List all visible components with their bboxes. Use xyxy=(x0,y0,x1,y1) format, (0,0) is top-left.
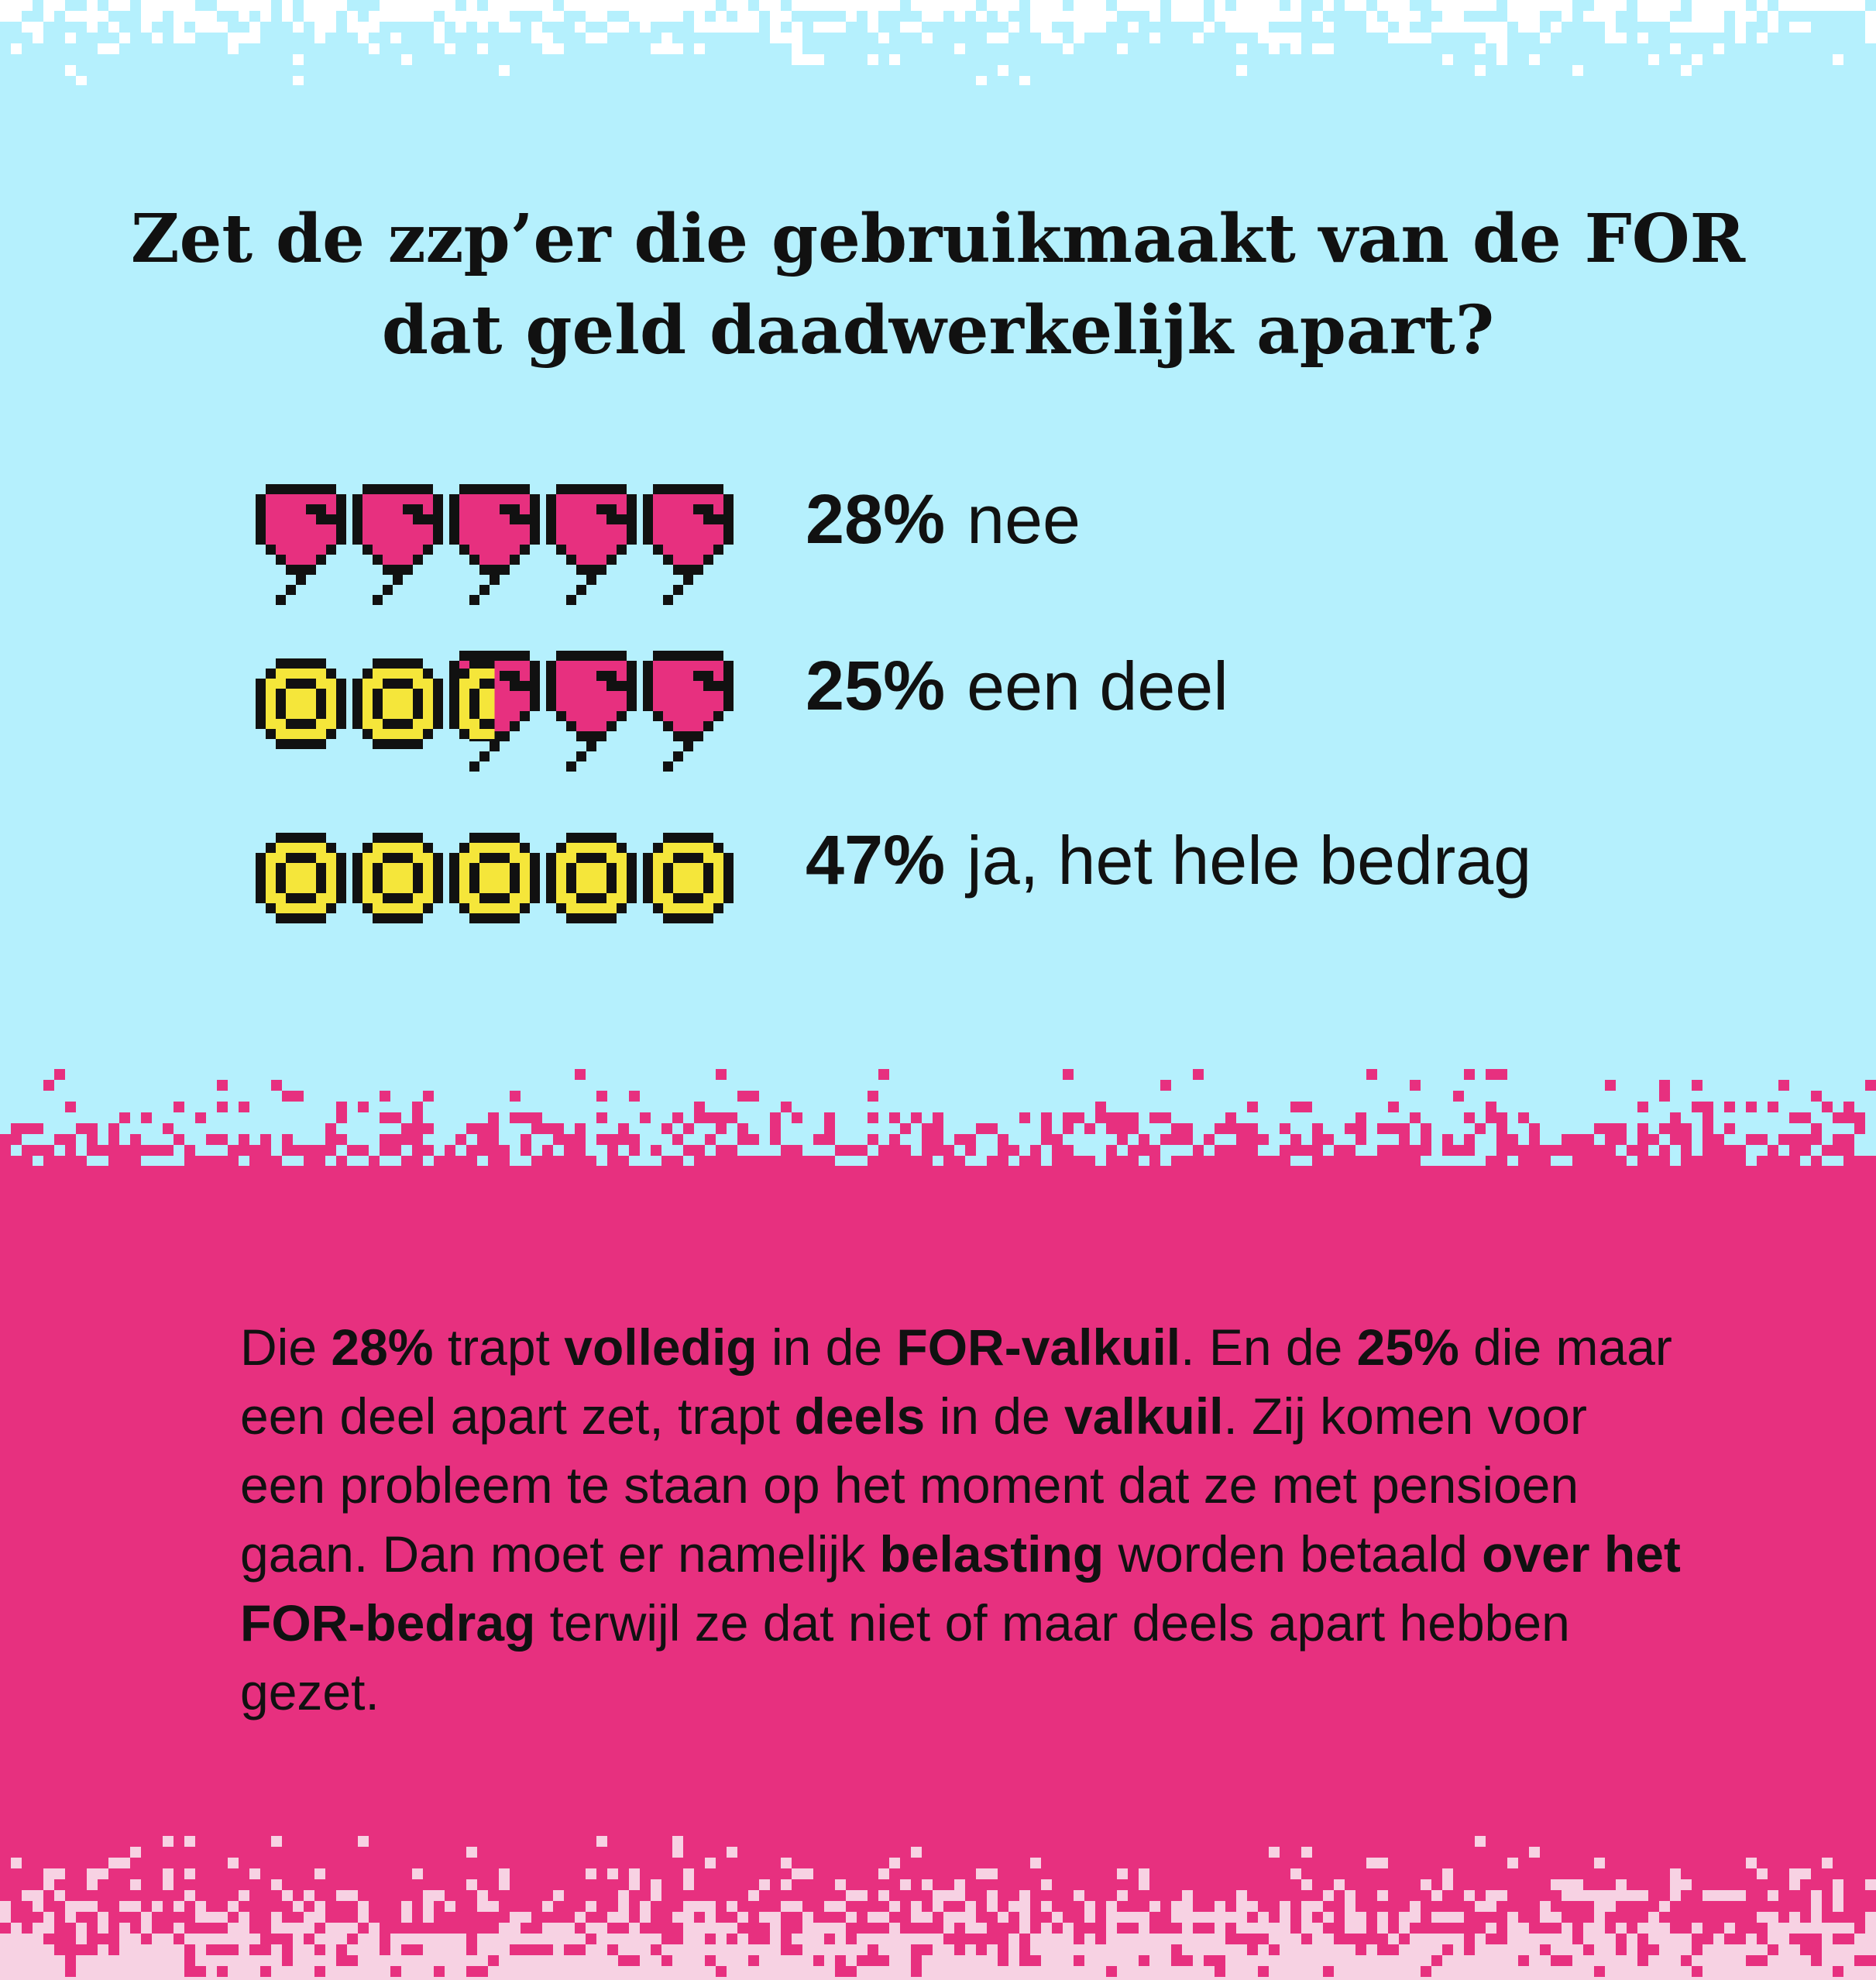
body-text-segment: . En de xyxy=(1180,1318,1357,1376)
title-line-1: Zet de zzp’er die gebruikmaakt van de FO… xyxy=(130,200,1746,278)
yellow-coin-icon xyxy=(352,833,443,923)
pink-balloon-icon xyxy=(546,651,637,772)
emphasis-text: 28% xyxy=(331,1318,434,1376)
pictogram-row-1 xyxy=(256,484,734,605)
pixel-noise-divider xyxy=(0,1069,1876,1170)
body-text-segment: die maar een deel apart zet, trapt xyxy=(240,1318,1672,1445)
body-text-segment: in de xyxy=(925,1387,1065,1445)
category-label: nee xyxy=(967,481,1081,558)
percentage-label: 28% xyxy=(806,481,946,559)
pink-balloon-icon xyxy=(449,484,540,605)
emphasis-text: volledig xyxy=(564,1318,758,1376)
yellow-coin-icon xyxy=(256,833,346,923)
body-text-segment: Die xyxy=(240,1318,332,1376)
emphasis-text: valkuil xyxy=(1064,1387,1224,1445)
emphasis-text: FOR-valkuil xyxy=(896,1318,1181,1376)
yellow-coin-icon xyxy=(643,833,734,923)
pink-balloon-icon xyxy=(643,651,734,772)
category-label: ja, het hele bedrag xyxy=(967,822,1532,899)
row-label-3: 47% ja, het hele bedrag xyxy=(806,821,1531,901)
emphasis-text: 25% xyxy=(1356,1318,1459,1376)
body-text-segment: . Zij komen voor een probleem te staan o… xyxy=(240,1387,1587,1583)
chart-title: Zet de zzp’er die gebruikmaakt van de FO… xyxy=(77,194,1799,376)
pictogram-chart xyxy=(256,484,734,923)
title-line-2: dat geld daadwerkelijk apart? xyxy=(381,291,1495,370)
emphasis-text: deels xyxy=(794,1387,926,1445)
yellow-coin-icon xyxy=(352,658,443,749)
half-coin-half-balloon-icon xyxy=(449,651,540,772)
row-label-2: 25% een deel xyxy=(806,647,1228,727)
percentage-label: 47% xyxy=(806,822,946,899)
body-text-segment: in de xyxy=(757,1318,897,1376)
yellow-coin-icon xyxy=(449,833,540,923)
pink-balloon-icon xyxy=(643,484,734,605)
body-text-segment: worden betaald xyxy=(1104,1525,1483,1583)
row-label-1: 28% nee xyxy=(806,480,1081,560)
explanation-text: Die 28% trapt volledig in de FOR-valkuil… xyxy=(240,1313,1681,1727)
yellow-coin-icon xyxy=(256,658,346,749)
category-label: een deel xyxy=(967,648,1228,724)
pink-balloon-icon xyxy=(546,484,637,605)
pictogram-row-3 xyxy=(256,833,734,923)
pink-balloon-icon xyxy=(352,484,443,605)
body-text-segment: trapt xyxy=(433,1318,565,1376)
pixel-noise-bottom xyxy=(0,1836,1876,1980)
emphasis-text: over het FOR-bedrag xyxy=(240,1525,1681,1652)
pictogram-row-2 xyxy=(256,651,734,772)
percentage-label: 25% xyxy=(806,648,946,725)
pixel-noise-top xyxy=(0,0,1876,85)
emphasis-text: belasting xyxy=(879,1525,1105,1583)
pink-balloon-icon xyxy=(256,484,346,605)
body-text-segment: terwijl ze dat niet of maar deels apart … xyxy=(240,1594,1570,1720)
yellow-coin-icon xyxy=(546,833,637,923)
